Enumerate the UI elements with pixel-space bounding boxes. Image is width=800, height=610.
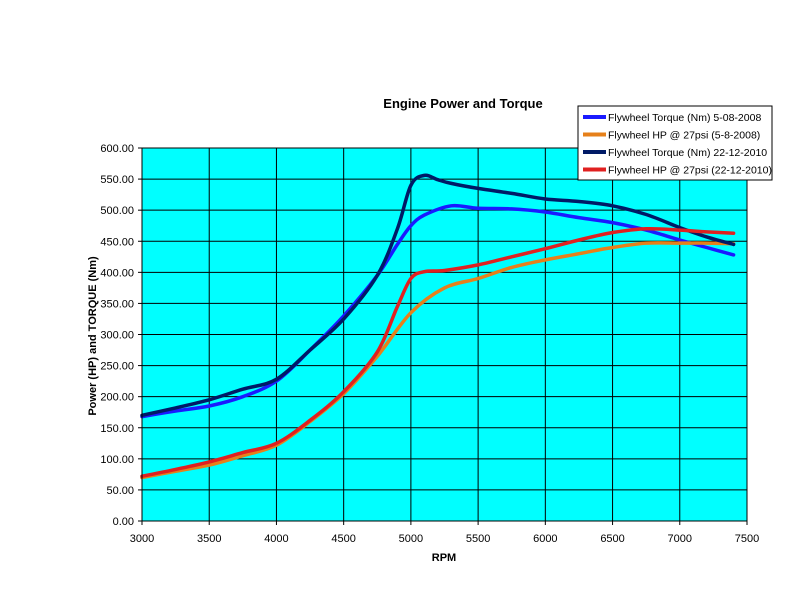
y-tick-label: 400.00: [100, 267, 134, 279]
chart-title: Engine Power and Torque: [383, 96, 542, 111]
x-tick-label: 5000: [399, 533, 423, 545]
x-tick-label: 7000: [668, 533, 692, 545]
y-tick-label: 150.00: [100, 423, 134, 435]
x-tick-label: 6000: [533, 533, 557, 545]
series-torque-2008-line: [140, 203, 736, 419]
y-tick-label: 100.00: [100, 454, 134, 466]
y-tick-label: 550.00: [100, 174, 134, 186]
series-hp-2010-line: [140, 226, 736, 478]
legend-entry-label: Flywheel HP @ 27psi (22-12-2010): [608, 165, 772, 177]
series-torque-2010-line: [140, 173, 736, 418]
x-tick-label: 4500: [331, 533, 355, 545]
legend: Flywheel Torque (Nm) 5-08-2008 Flywheel H…: [577, 105, 773, 181]
x-tick-label: 7500: [735, 533, 759, 545]
x-tick-label: 4000: [264, 533, 288, 545]
legend-box: [577, 105, 773, 181]
y-tick-label: 300.00: [100, 330, 134, 342]
y-tick-label: 500.00: [100, 205, 134, 217]
y-tick-label: 50.00: [106, 485, 134, 497]
legend-entry-label: Flywheel Torque (Nm) 22-12-2010: [608, 147, 767, 159]
x-tick-label: 5500: [466, 533, 490, 545]
series-layer: [140, 173, 736, 480]
series-hp-2008-line: [140, 241, 736, 480]
y-tick-label: 350.00: [100, 298, 134, 310]
legend-entry-label: Flywheel Torque (Nm) 5-08-2008: [608, 112, 761, 124]
y-axis-title: Power (HP) and TORQUE (Nm): [87, 256, 99, 416]
x-tick-label: 3000: [130, 533, 154, 545]
x-tick-label: 6500: [600, 533, 624, 545]
y-axis-ticks: 0.00 50.00 100.00 150.00 200.00 250.00 300.00 3…: [100, 143, 142, 528]
legend-entry-label: Flywheel HP @ 27psi (5-8-2008): [608, 130, 760, 142]
y-tick-label: 0.00: [113, 516, 134, 528]
x-axis-title: RPM: [432, 552, 456, 564]
gridlines: [141, 147, 748, 522]
x-tick-label: 3500: [197, 533, 221, 545]
x-axis-ticks: 3000 3500 4000 4500 5000 5500 6000 6500 7000 7500: [130, 521, 759, 545]
y-tick-label: 600.00: [100, 143, 134, 155]
y-tick-label: 450.00: [100, 236, 134, 248]
y-tick-label: 250.00: [100, 361, 134, 373]
y-tick-label: 200.00: [100, 392, 134, 404]
